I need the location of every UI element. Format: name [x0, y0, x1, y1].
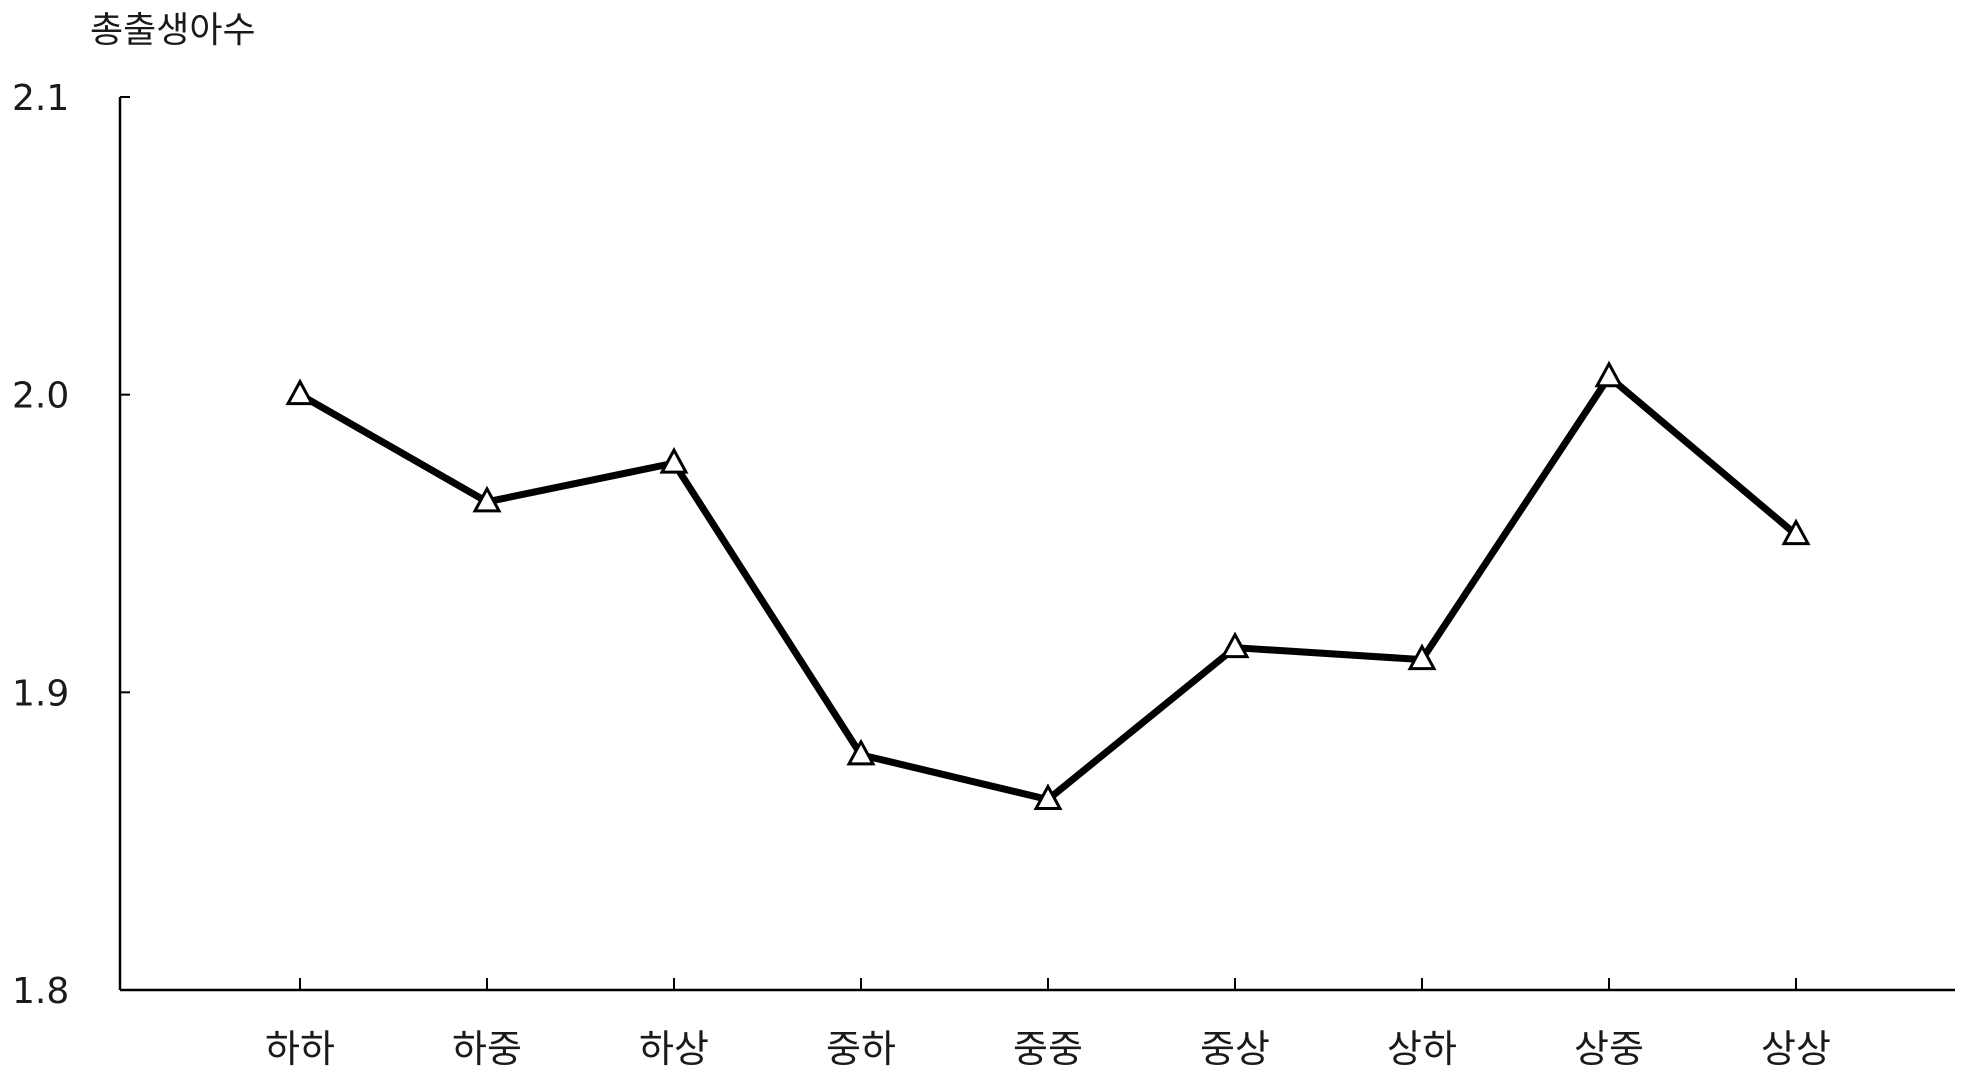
x-category-label: 상중 — [1574, 1027, 1644, 1071]
x-category-label: 상상 — [1761, 1027, 1831, 1071]
y-ticks: 1.8 1.9 2.0 2.1 — [12, 78, 130, 1012]
x-category-label: 상하 — [1387, 1027, 1457, 1071]
triangle-marker — [285, 378, 315, 406]
y-tick-label: 1.8 — [12, 971, 69, 1012]
x-category-label: 하상 — [639, 1027, 709, 1071]
x-category-label: 중중 — [1013, 1027, 1083, 1071]
triangle-marker — [1220, 631, 1250, 659]
x-category-label: 하하 — [265, 1027, 335, 1071]
series-line — [296, 373, 1800, 803]
y-tick-label: 2.0 — [12, 376, 69, 417]
triangle-marker — [1594, 360, 1624, 388]
y-axis-title: 총출생아수 — [90, 10, 256, 51]
triangle-marker — [1781, 518, 1811, 546]
triangle-marker — [472, 485, 502, 513]
y-tick-label: 2.1 — [12, 78, 69, 119]
y-tick-label: 1.9 — [12, 673, 69, 714]
axes — [118, 97, 1955, 992]
x-category-label: 중하 — [826, 1027, 896, 1071]
x-category-label: 중상 — [1200, 1027, 1270, 1071]
x-ticks — [299, 978, 1797, 990]
triangle-marker — [659, 446, 689, 474]
triangle-marker — [1407, 643, 1437, 671]
x-category-label: 하중 — [452, 1027, 522, 1071]
x-category-labels: 하하 하중 하상 중하 중중 중상 상하 상중 상상 — [265, 1027, 1831, 1071]
triangle-marker — [846, 738, 876, 766]
triangle-marker — [1033, 783, 1063, 810]
markers-group — [285, 360, 1811, 810]
series-group — [296, 373, 1800, 803]
